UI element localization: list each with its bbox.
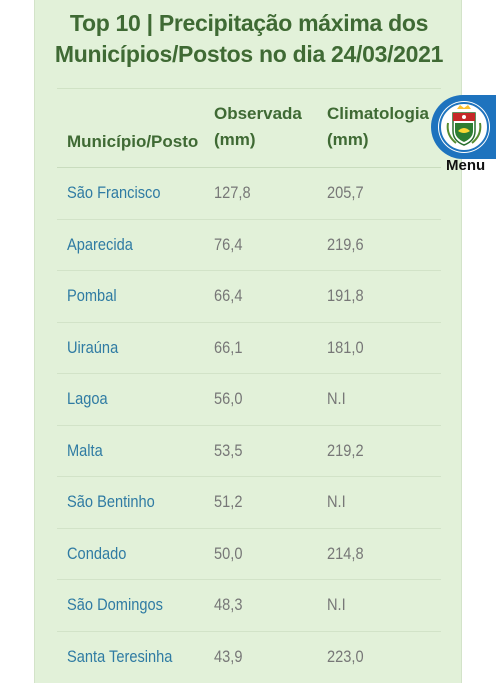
- municipio-link[interactable]: Condado: [67, 543, 127, 563]
- climatologia-value: 214,8: [327, 543, 364, 563]
- observada-value: 51,2: [214, 492, 243, 511]
- climatologia-value: 223,0: [327, 646, 364, 666]
- municipio-link[interactable]: Aparecida: [67, 234, 133, 254]
- table-row: São Domingos 48,3 N.I: [57, 580, 441, 632]
- header-municipio: Município/Posto: [67, 132, 199, 151]
- municipio-link[interactable]: Lagoa: [67, 389, 108, 408]
- header-observada: Observada (mm): [214, 101, 302, 153]
- table-row: Malta 53,5 219,2: [57, 426, 441, 477]
- menu-button[interactable]: Menu: [431, 95, 496, 179]
- title-line-1: Top 10 | Precipitação máxima dos: [69, 10, 429, 36]
- municipio-link[interactable]: Pombal: [67, 286, 117, 305]
- ranking-table: Município/Posto Observada (mm) Climatolo…: [57, 88, 441, 683]
- climatologia-value: N.I: [327, 595, 346, 614]
- header-climatologia: Climatologia (mm): [327, 101, 429, 153]
- observada-value: 56,0: [214, 389, 243, 408]
- municipio-link[interactable]: São Domingos: [67, 595, 163, 614]
- state-emblem-icon[interactable]: [438, 101, 490, 153]
- ranking-panel: Top 10 | Precipitação máxima dos Municíp…: [34, 0, 462, 683]
- header-observada-line-1: Observada: [214, 104, 302, 123]
- climatologia-value: 205,7: [327, 183, 364, 202]
- municipio-link[interactable]: Santa Teresinha: [67, 646, 173, 666]
- table-header: Município/Posto Observada (mm) Climatolo…: [57, 89, 441, 168]
- table-row: Condado 50,0 214,8: [57, 529, 441, 580]
- header-observada-line-2: (mm): [214, 130, 256, 149]
- table-row: Lagoa 56,0 N.I: [57, 374, 441, 426]
- table-row: Aparecida 76,4 219,6: [57, 220, 441, 271]
- header-climatologia-line-2: (mm): [327, 130, 369, 149]
- climatologia-value: 219,2: [327, 440, 364, 460]
- climatologia-value: N.I: [327, 389, 346, 408]
- menu-label[interactable]: Menu: [446, 157, 486, 174]
- observada-value: 43,9: [214, 646, 243, 666]
- observada-value: 66,4: [214, 286, 243, 305]
- observada-value: 76,4: [214, 234, 243, 254]
- observada-value: 66,1: [214, 337, 243, 357]
- table-row: Santa Teresinha 43,9 223,0: [57, 632, 441, 683]
- observada-value: 53,5: [214, 440, 243, 460]
- title-line-2: Municípios/Postos no dia 24/03/2021: [54, 41, 444, 67]
- table-row: Uiraúna 66,1 181,0: [57, 323, 441, 374]
- municipio-link[interactable]: Uiraúna: [67, 337, 119, 357]
- municipio-link[interactable]: São Bentinho: [67, 492, 155, 511]
- climatologia-value: 219,6: [327, 234, 364, 254]
- table-row: São Bentinho 51,2 N.I: [57, 477, 441, 529]
- municipio-link[interactable]: São Francisco: [67, 183, 161, 202]
- menu-badge[interactable]: [431, 95, 496, 159]
- municipio-link[interactable]: Malta: [67, 440, 103, 460]
- climatologia-value: N.I: [327, 492, 346, 511]
- observada-value: 48,3: [214, 595, 243, 614]
- page-title: Top 10 | Precipitação máxima dos Municíp…: [35, 8, 463, 70]
- observada-value: 127,8: [214, 183, 251, 202]
- table-row: Pombal 66,4 191,8: [57, 271, 441, 323]
- observada-value: 50,0: [214, 543, 243, 563]
- table-row: São Francisco 127,8 205,7: [57, 168, 441, 220]
- climatologia-value: 181,0: [327, 337, 364, 357]
- header-climatologia-line-1: Climatologia: [327, 104, 430, 123]
- climatologia-value: 191,8: [327, 286, 364, 305]
